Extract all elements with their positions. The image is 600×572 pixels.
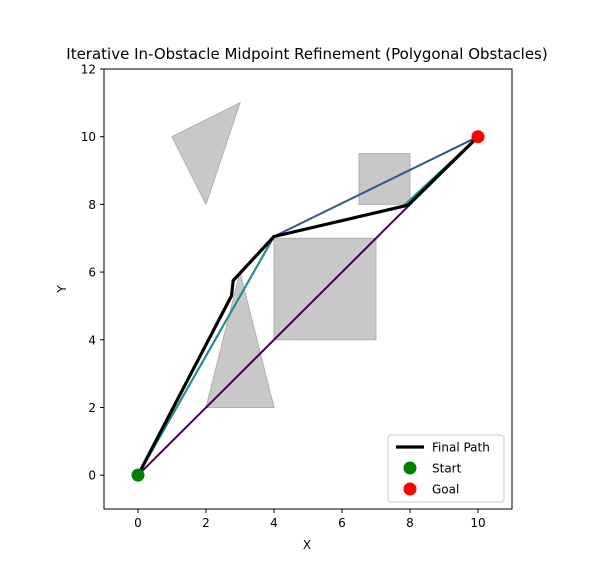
- y-tick-label: 0: [88, 469, 96, 483]
- legend-label-start: Start: [432, 462, 462, 476]
- goal-marker: [471, 130, 485, 144]
- obstacle-triangle-top: [171, 101, 241, 206]
- x-tick-label: 8: [406, 516, 414, 530]
- y-tick-label: 12: [81, 63, 96, 77]
- x-tick-label: 6: [338, 516, 346, 530]
- y-tick-label: 2: [88, 401, 96, 415]
- y-tick-label: 10: [81, 130, 96, 144]
- axes: 0 2 4 6 8 10 0 2 4 6 8 10 12: [81, 63, 513, 530]
- legend: Final Path Start Goal: [387, 434, 505, 503]
- x-tick-label: 2: [202, 516, 210, 530]
- x-tick-label: 0: [134, 516, 142, 530]
- final-path-line: [136, 135, 480, 476]
- x-tick-label: 4: [270, 516, 278, 530]
- legend-label-goal: Goal: [432, 483, 459, 497]
- plot-area: [131, 101, 485, 482]
- legend-box: [387, 434, 505, 503]
- y-tick-label: 4: [88, 333, 96, 347]
- legend-swatch-start: [403, 461, 417, 475]
- obstacle-triangle-bottom: [205, 271, 275, 408]
- x-tick-label: 10: [470, 516, 485, 530]
- y-tick-label: 6: [88, 266, 96, 280]
- y-axis-label: Y: [55, 285, 69, 294]
- obstacle-square-small: [358, 153, 411, 205]
- y-tick-label: 8: [88, 198, 96, 212]
- axes-frame: [103, 68, 513, 510]
- legend-label-final-path: Final Path: [432, 441, 490, 455]
- chart-title: Iterative In-Obstacle Midpoint Refinemen…: [66, 45, 547, 63]
- legend-swatch-goal: [403, 482, 417, 496]
- x-axis-label: X: [303, 538, 311, 552]
- start-marker: [131, 468, 145, 482]
